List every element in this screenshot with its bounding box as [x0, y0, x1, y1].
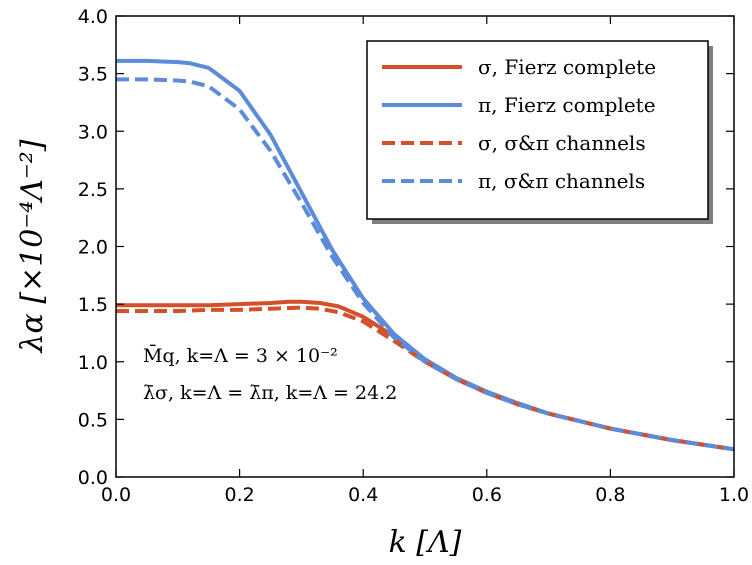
x-tick-label-0: 0.0	[101, 484, 131, 506]
x-axis-title: k [Λ]	[389, 525, 462, 560]
legend-label-1: π, Fierz complete	[478, 93, 656, 117]
x-tick-label-4: 0.8	[595, 484, 625, 506]
legend-label-3: π, σ&π channels	[478, 169, 645, 193]
y-tick-label-6: 3.0	[78, 121, 108, 143]
y-tick-label-8: 4.0	[78, 6, 108, 28]
legend: σ, Fierz complete π, Fierz complete σ, σ&π…	[366, 40, 713, 224]
x-tick-label-2: 0.4	[348, 484, 378, 506]
y-tick-label-3: 1.5	[78, 294, 108, 316]
annotation-mass: M̄q, k=Λ = 3 × 10⁻²	[143, 344, 338, 367]
y-tick-label-7: 3.5	[78, 64, 108, 86]
legend-box	[366, 40, 709, 220]
series-line-3	[116, 77, 734, 452]
legend-label-0: σ, Fierz complete	[478, 55, 656, 79]
series-layer	[116, 58, 734, 452]
legend-items: σ, Fierz complete π, Fierz complete σ, σ&π…	[382, 55, 656, 193]
x-tick-label-5: 1.0	[719, 484, 749, 506]
y-axis-title: λα [×10⁻⁴Λ⁻²]	[15, 139, 50, 353]
x-tick-label-1: 0.2	[224, 484, 254, 506]
annotation-coupling: λ̄σ, k=Λ = λ̄π, k=Λ = 24.2	[143, 382, 397, 404]
series-line-2	[116, 305, 734, 452]
y-tick-label-1: 0.5	[78, 409, 108, 431]
series-line-0	[116, 299, 734, 452]
x-tick-label-3: 0.6	[472, 484, 502, 506]
y-tick-label-2: 1.0	[78, 352, 108, 374]
y-tick-label-5: 2.5	[78, 179, 108, 201]
y-tick-label-4: 2.0	[78, 237, 108, 259]
y-tick-label-0: 0.0	[78, 467, 108, 489]
ticks-layer: 0.0 0.2 0.4 0.6 0.8 1.0 0.0 0.5 1.0 1.5 2.0 2.5 3.0 3…	[78, 6, 749, 506]
legend-label-2: σ, σ&π channels	[478, 131, 646, 155]
